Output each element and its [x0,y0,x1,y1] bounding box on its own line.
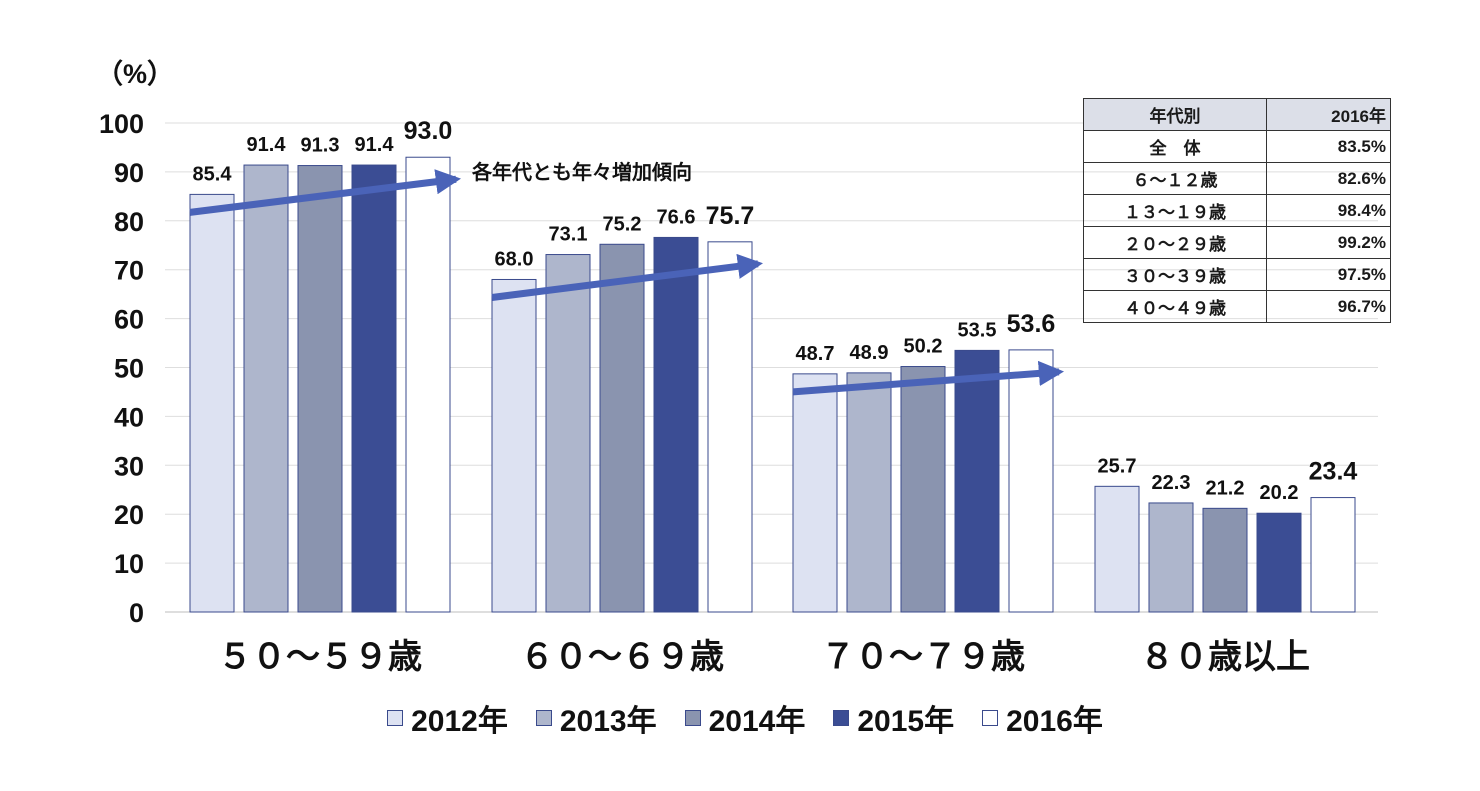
y-tick-label: 90 [114,158,144,188]
legend-swatch-2014 [684,710,701,726]
legend-label-2016: 2016年 [1006,705,1103,738]
legend-item-2012: 2012年 [387,696,508,740]
bar [846,372,892,613]
data-label: 76.6 [657,206,696,228]
chart-legend: 2012年 2013年 2014年 2015年 2016年 [0,698,1480,738]
bar [653,236,699,613]
legend-swatch-2015 [833,710,850,726]
y-tick-label: 30 [114,451,144,481]
data-label: 53.5 [958,319,997,341]
table-row: 全 体 83.5% [1083,130,1391,163]
table-cell-value: 83.5% [1266,130,1391,163]
bar [707,241,753,613]
y-tick-label: 10 [114,549,144,579]
bar [351,164,397,613]
table-cell-value: 96.7% [1266,290,1391,323]
bar [491,278,537,613]
bar [405,156,451,613]
legend-label-2015: 2015年 [857,705,955,738]
data-label: 23.4 [1309,458,1358,486]
y-axis-unit-label: （%） [96,59,175,89]
bar [1256,512,1302,613]
table-cell-age: ２０～２９歳 [1083,226,1267,259]
y-tick-label: 20 [114,500,144,530]
table-cell-age: １３～１９歳 [1083,194,1267,227]
trend-arrow [491,253,764,301]
data-label: 50.2 [904,336,943,358]
data-label: 91.3 [301,135,340,157]
bar [545,254,591,613]
data-label: 93.0 [404,117,453,145]
y-tick-label: 60 [114,305,144,335]
bar [599,243,645,613]
x-tick-label: ８０歳以上 [1140,638,1310,676]
trend-annotation: 各年代とも年々増加傾向 [471,160,692,184]
x-tick-label: ５０～５９歳 [218,638,422,676]
table-row: ６～１２歳 82.6% [1083,162,1391,195]
y-tick-label: 100 [99,109,144,139]
legend-item-2014: 2014年 [684,696,806,740]
legend-item-2016: 2016年 [982,696,1103,740]
legend-label-2014: 2014年 [708,705,806,738]
data-label: 75.2 [603,213,642,235]
summary-table: 年代別 2016年 全 体 83.5% ６～１２歳 82.6% １３～１９歳 9… [1083,98,1391,323]
table-row: ４０～４９歳 96.7% [1083,290,1391,323]
bar [792,373,838,613]
data-label: 85.4 [193,163,233,185]
table-row: １３～１９歳 98.4% [1083,194,1391,227]
bar [1310,497,1356,613]
y-tick-label: 70 [114,256,144,286]
table-cell-age: ４０～４９歳 [1083,290,1267,323]
y-tick-label: 40 [114,402,144,432]
y-tick-label: 80 [114,207,144,237]
x-tick-label: ７０～７９歳 [821,638,1025,676]
bar [900,366,946,613]
table-header-age: 年代別 [1083,98,1267,131]
table-cell-age: ３０～３９歳 [1083,258,1267,291]
data-label: 73.1 [549,224,588,246]
legend-label-2012: 2012年 [411,705,508,738]
trend-arrow [189,169,462,216]
data-label: 25.7 [1098,455,1137,477]
bar [1008,349,1054,613]
data-label: 91.4 [247,134,287,156]
data-label: 75.7 [706,202,755,230]
table-header-row: 年代別 2016年 [1083,98,1391,131]
table-header-year: 2016年 [1266,98,1391,131]
x-tick-label: ６０～６９歳 [520,638,724,676]
table-row: ３０～３９歳 97.5% [1083,258,1391,291]
data-label: 21.2 [1206,477,1245,499]
table-cell-value: 82.6% [1266,162,1391,195]
table-cell-value: 99.2% [1266,226,1391,259]
bar [1094,485,1140,613]
table-cell-value: 97.5% [1266,258,1391,291]
legend-label-2013: 2013年 [559,705,657,738]
data-label: 48.9 [850,342,889,364]
trend-arrow [792,360,1065,396]
legend-swatch-2016 [982,710,999,726]
y-tick-label: 0 [129,598,144,628]
bar [243,164,289,613]
legend-swatch-2012 [387,710,404,726]
table-cell-age: 全 体 [1083,130,1267,163]
legend-item-2013: 2013年 [535,696,657,740]
data-label: 22.3 [1152,472,1191,494]
bar [189,193,235,613]
data-label: 91.4 [355,134,395,156]
data-label: 68.0 [495,248,534,270]
bar [1202,507,1248,613]
data-label: 20.2 [1260,482,1299,504]
y-tick-label: 50 [114,354,144,384]
bar [297,165,343,613]
table-cell-value: 98.4% [1266,194,1391,227]
legend-swatch-2013 [535,710,552,726]
data-label: 48.7 [796,343,835,365]
data-label: 53.6 [1007,310,1056,338]
table-cell-age: ６～１２歳 [1083,162,1267,195]
table-row: ２０～２９歳 99.2% [1083,226,1391,259]
legend-item-2015: 2015年 [833,696,954,740]
bar [954,349,1000,613]
bar [1148,502,1194,613]
